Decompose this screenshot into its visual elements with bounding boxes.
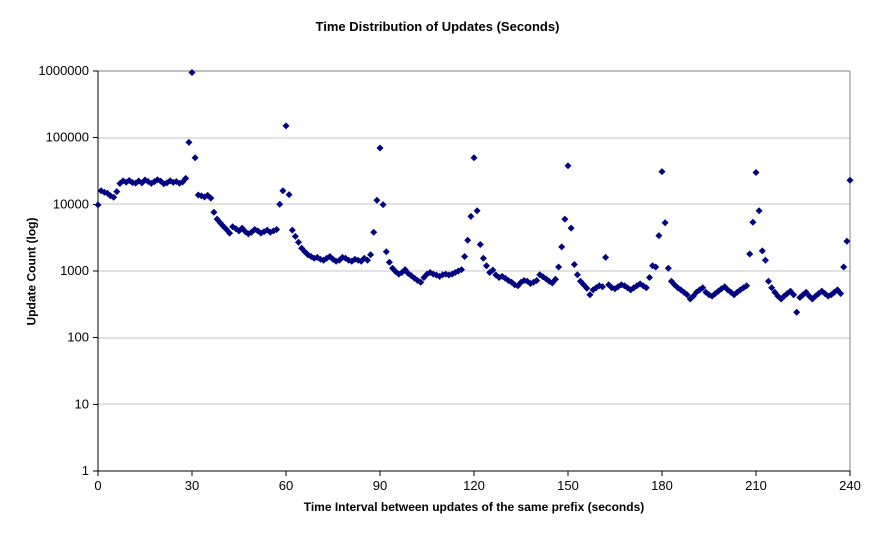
x-tick-label: 90 <box>373 478 387 493</box>
x-tick-label: 60 <box>279 478 293 493</box>
y-tick-label: 100000 <box>46 130 89 145</box>
x-tick-label: 180 <box>651 478 673 493</box>
plot-border <box>98 70 851 471</box>
x-tick-label: 240 <box>839 478 861 493</box>
y-tick-label: 1000 <box>60 263 89 278</box>
chart-title: Time Distribution of Updates (Seconds) <box>315 19 560 34</box>
gridlines <box>98 70 850 405</box>
x-tick-label: 30 <box>185 478 199 493</box>
y-tick-label: 10 <box>75 396 89 411</box>
y-tick-label: 1000000 <box>38 63 89 78</box>
data-points <box>94 69 854 316</box>
x-tick-label: 120 <box>463 478 485 493</box>
x-axis-title: Time Interval between updates of the sam… <box>303 500 645 514</box>
x-tick-label: 210 <box>745 478 767 493</box>
y-tick-label: 10000 <box>53 196 89 211</box>
y-tick-label: 100 <box>67 330 89 345</box>
x-tick-label: 0 <box>94 478 101 493</box>
y-tick-label: 1 <box>82 463 89 478</box>
axes <box>93 70 851 476</box>
x-tick-label: 150 <box>557 478 579 493</box>
tick-labels: 1 10 100 1000 10000 100000 1000000 0 30 60 90 120 15… <box>38 63 860 493</box>
